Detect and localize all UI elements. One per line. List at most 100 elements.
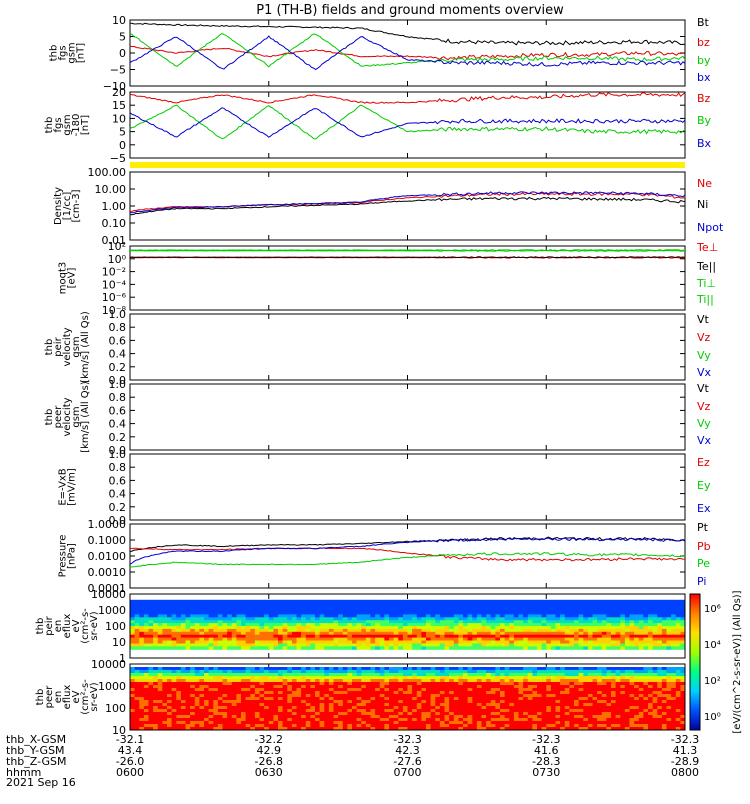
spectrogram-cell bbox=[648, 626, 654, 630]
spectrogram-cell bbox=[324, 628, 330, 633]
spectrogram-cell bbox=[241, 620, 247, 624]
spectrogram-cell bbox=[449, 614, 455, 618]
spectrogram-cell bbox=[449, 623, 455, 627]
spectrogram-cell bbox=[500, 614, 506, 618]
spectrogram-cell bbox=[398, 611, 404, 615]
spectrogram-cell bbox=[338, 614, 344, 618]
spectrogram-cell bbox=[509, 688, 515, 692]
spectrogram-cell bbox=[157, 682, 163, 686]
spectrogram-cell bbox=[578, 599, 584, 604]
spectrogram-cell bbox=[574, 614, 580, 618]
spectrogram-cell bbox=[439, 718, 445, 722]
spectrogram-cell bbox=[624, 611, 630, 615]
spectrogram-cell bbox=[412, 623, 418, 627]
spectrogram-cell bbox=[680, 721, 686, 725]
spectrogram-cell bbox=[365, 599, 371, 604]
spectrogram-cell bbox=[532, 679, 538, 683]
spectrogram-cell bbox=[324, 727, 330, 731]
spectrogram-cell bbox=[328, 617, 334, 621]
spectrogram-cell bbox=[518, 676, 524, 680]
spectrogram-cell bbox=[315, 676, 321, 680]
spectrogram-cell bbox=[490, 628, 496, 633]
spectrogram-cell bbox=[426, 643, 432, 647]
spectrogram-cell bbox=[546, 670, 552, 674]
spectrogram-cell bbox=[352, 667, 358, 671]
spectrogram-cell bbox=[449, 721, 455, 725]
spectrogram-cell bbox=[574, 602, 580, 607]
spectrogram-cell bbox=[490, 614, 496, 618]
spectrogram-cell bbox=[500, 724, 506, 728]
spectrogram-cell bbox=[666, 640, 672, 644]
spectrogram-cell bbox=[555, 602, 561, 607]
spectrogram-cell bbox=[564, 611, 570, 615]
spectrogram-cell bbox=[315, 617, 321, 621]
spectrogram-cell bbox=[546, 611, 552, 615]
spectrogram-cell bbox=[648, 712, 654, 716]
spectrogram-cell bbox=[393, 700, 399, 704]
time-axis-value: 0730 bbox=[532, 766, 560, 779]
y-tick-label: 0.4 bbox=[109, 348, 127, 361]
spectrogram-cell bbox=[236, 602, 242, 607]
spectrogram-cell bbox=[305, 667, 311, 671]
spectrogram-cell bbox=[578, 617, 584, 621]
legend-entry: Ex bbox=[697, 502, 711, 515]
spectrogram-cell bbox=[611, 727, 617, 731]
spectrogram-cell bbox=[435, 670, 441, 674]
spectrogram-cell bbox=[564, 688, 570, 692]
spectrogram-cell bbox=[264, 631, 270, 636]
spectrogram-cell bbox=[495, 667, 501, 671]
spectrogram-cell bbox=[666, 712, 672, 716]
spectrogram-cell bbox=[486, 631, 492, 636]
spectrogram-cell bbox=[495, 727, 501, 731]
spectrogram-cell bbox=[333, 724, 339, 728]
spectrogram-cell bbox=[453, 637, 459, 641]
spectrogram-cell bbox=[139, 694, 145, 698]
spectrogram-cell bbox=[319, 670, 325, 674]
spectrogram-cell bbox=[338, 694, 344, 698]
spectrogram-cell bbox=[615, 718, 621, 722]
spectrogram-cell bbox=[338, 611, 344, 615]
spectrogram-cell bbox=[250, 608, 256, 612]
spectrogram-cell bbox=[310, 611, 316, 615]
spectrogram-cell bbox=[527, 605, 533, 609]
spectrogram-cell bbox=[282, 617, 288, 621]
spectrogram-cell bbox=[241, 727, 247, 731]
y-axis-label: E=-VxB bbox=[58, 468, 69, 505]
spectrogram-cell bbox=[564, 718, 570, 722]
spectrogram-cell bbox=[578, 623, 584, 627]
y-tick-label: 10000 bbox=[91, 658, 126, 671]
spectrogram-cell bbox=[537, 605, 543, 609]
spectrogram-cell bbox=[185, 727, 191, 731]
spectrogram-cell bbox=[398, 715, 404, 719]
spectrogram-cell bbox=[449, 727, 455, 731]
spectrogram-cell bbox=[324, 602, 330, 607]
spectrogram-cell bbox=[282, 676, 288, 680]
spectrogram-cell bbox=[509, 602, 515, 607]
spectrogram-cell bbox=[199, 682, 205, 686]
spectrogram-cell bbox=[555, 691, 561, 695]
spectrogram-cell bbox=[356, 715, 362, 719]
spectrogram-cell bbox=[333, 614, 339, 618]
spectrogram-cell bbox=[629, 697, 635, 701]
spectrogram-cell bbox=[453, 685, 459, 689]
spectrogram-cell bbox=[583, 623, 589, 627]
spectrogram-cell bbox=[421, 700, 427, 704]
spectrogram-cell bbox=[379, 673, 385, 677]
y-tick-label: 0.2 bbox=[109, 361, 127, 374]
spectrogram-cell bbox=[176, 623, 182, 627]
spectrogram-cell bbox=[449, 640, 455, 644]
spectrogram-cell bbox=[592, 688, 598, 692]
spectrogram-cell bbox=[379, 676, 385, 680]
spectrogram-cell bbox=[458, 617, 464, 621]
spectrogram-cell bbox=[435, 688, 441, 692]
spectrogram-cell bbox=[167, 631, 173, 636]
spectrogram-cell bbox=[444, 700, 450, 704]
spectrogram-cell bbox=[606, 599, 612, 604]
spectrogram-cell bbox=[273, 727, 279, 731]
spectrogram-cell bbox=[370, 614, 376, 618]
spectrogram-cell bbox=[611, 670, 617, 674]
spectrogram-cell bbox=[342, 611, 348, 615]
spectrogram-cell bbox=[560, 643, 566, 647]
spectrogram-cell bbox=[421, 626, 427, 630]
spectrogram-cell bbox=[254, 628, 260, 633]
